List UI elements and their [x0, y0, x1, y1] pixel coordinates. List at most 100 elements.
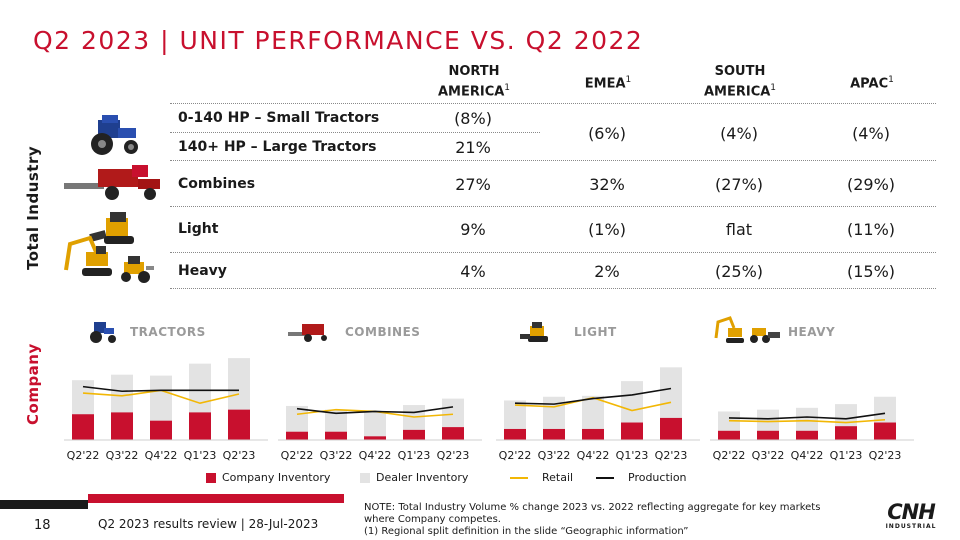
cell-tractors-sa: (4%): [720, 124, 758, 143]
legend-company-inventory: Company Inventory: [206, 471, 330, 484]
heavy-company-inventory-bar: [796, 430, 818, 440]
row-label-small-tractors: 0-140 HP – Small Tractors: [178, 110, 380, 126]
cnh-industrial-logo: CNH INDUSTRIAL: [885, 500, 937, 530]
tractors-company-inventory-bar: [150, 420, 172, 440]
legend-line-production: [596, 476, 614, 479]
row-label-combines: Combines: [178, 176, 256, 192]
cell-heavy-na: 4%: [460, 262, 486, 281]
cell-heavy-apac: (15%): [846, 262, 896, 281]
col-header-north-america: NORTH AMERICA1: [437, 64, 511, 100]
row-divider: [170, 252, 936, 253]
tractors-company-inventory-bar: [189, 412, 211, 440]
tractors-company-inventory-bar: [72, 414, 94, 440]
tractor-small-icon: [90, 322, 116, 343]
col-header-south-america: SOUTH AMERICA1: [703, 64, 777, 100]
legend-line-retail: [510, 476, 528, 479]
col-header-apac: APAC1: [850, 75, 894, 92]
light-company-inventory-bar: [621, 422, 643, 440]
chart-combines: Q2'22 Q3'22 Q4'22 Q1'23 Q2'23: [278, 398, 482, 462]
heavy-company-inventory-bar: [835, 426, 857, 440]
light-dealer-inventory-bar: [582, 395, 604, 440]
heavy-x-tick-label: Q3'22: [752, 449, 785, 462]
chart-title-tractors: TRACTORS: [130, 325, 206, 339]
cell-small-tractors-na: (8%): [454, 109, 492, 128]
cell-combines-apac: (29%): [846, 175, 896, 194]
side-label-company: Company: [24, 343, 42, 425]
tractor-icon: [91, 115, 138, 155]
heavy-company-inventory-bar: [718, 430, 740, 440]
chart-title-heavy: HEAVY: [788, 325, 836, 339]
tractors-x-tick-label: Q3'22: [106, 449, 139, 462]
chart-title-combines: COMBINES: [345, 325, 421, 339]
heavy-equipment-small-icon: [714, 316, 780, 343]
heavy-retail-line: [728, 418, 886, 424]
footnote: NOTE: Total Industry Volume % change 202…: [364, 502, 854, 538]
side-label-total-industry: Total Industry: [24, 145, 42, 270]
row-divider: [170, 206, 936, 207]
cell-tractors-apac: (4%): [852, 124, 890, 143]
combine-small-icon: [288, 324, 327, 342]
footer-accent-bar-black: [0, 500, 88, 509]
combines-x-tick-label: Q2'23: [437, 449, 470, 462]
light-x-tick-label: Q2'23: [655, 449, 688, 462]
cell-combines-na: 27%: [455, 175, 491, 194]
row-divider: [170, 288, 936, 289]
tractors-company-inventory-bar: [111, 412, 133, 440]
heavy-x-tick-label: Q2'23: [869, 449, 902, 462]
tractors-x-tick-label: Q2'23: [223, 449, 256, 462]
combines-production-line: [296, 406, 454, 415]
light-x-tick-label: Q4'22: [577, 449, 610, 462]
legend-dealer-inventory: Dealer Inventory: [360, 471, 468, 484]
light-company-inventory-bar: [660, 417, 682, 440]
footnote-line-2: (1) Regional split definition in the sli…: [364, 526, 689, 537]
light-retail-line: [514, 396, 672, 412]
combines-dealer-inventory-bar: [286, 405, 308, 440]
skid-steer-small-icon: [520, 322, 548, 342]
row-divider: [170, 160, 936, 161]
light-company-inventory-bar: [504, 428, 526, 440]
cell-combines-sa: (27%): [714, 175, 764, 194]
cell-large-tractors-na: 21%: [455, 138, 491, 157]
combines-company-inventory-bar: [325, 431, 347, 440]
combines-company-inventory-bar: [286, 431, 308, 440]
page-title: Q2 2023 | UNIT PERFORMANCE VS. Q2 2022: [33, 26, 644, 55]
chart-light: Q2'22 Q3'22 Q4'22 Q1'23 Q2'23: [496, 367, 700, 462]
heavy-production-line: [728, 412, 886, 420]
skid-steer-loader-icon: [89, 212, 134, 244]
legend-swatch-company-inventory: [206, 472, 216, 483]
combines-x-tick-label: Q4'22: [359, 449, 392, 462]
light-x-tick-label: Q1'23: [616, 449, 649, 462]
cell-light-emea: (1%): [588, 220, 626, 239]
excavator-icon: [64, 235, 112, 276]
heavy-x-tick-label: Q2'22: [713, 449, 746, 462]
cell-light-apac: (11%): [846, 220, 896, 239]
tractors-production-line: [82, 385, 239, 393]
combines-x-tick-label: Q3'22: [320, 449, 353, 462]
heavy-x-tick-label: Q1'23: [830, 449, 863, 462]
combines-company-inventory-bar: [364, 436, 386, 440]
chart-title-light: LIGHT: [574, 325, 617, 339]
footnote-line-1: NOTE: Total Industry Volume % change 202…: [364, 502, 821, 525]
chart-heavy: Q2'22 Q3'22 Q4'22 Q1'23 Q2'23: [710, 396, 914, 462]
light-company-inventory-bar: [543, 428, 565, 440]
legend-swatch-dealer-inventory: [360, 472, 370, 483]
chart-tractors: Q2'22 Q3'22 Q4'22 Q1'23 Q2'23: [64, 358, 268, 462]
heavy-company-inventory-bar: [757, 430, 779, 440]
cell-tractors-emea: (6%): [588, 124, 626, 143]
light-production-line: [514, 387, 672, 405]
legend-production: Production: [596, 471, 687, 484]
cell-light-na: 9%: [460, 220, 486, 239]
row-label-large-tractors: 140+ HP – Large Tractors: [178, 139, 377, 155]
cell-light-sa: flat: [725, 220, 753, 239]
row-divider: [170, 103, 936, 104]
heavy-x-tick-label: Q4'22: [791, 449, 824, 462]
tractors-x-tick-label: Q2'22: [67, 449, 100, 462]
col-header-emea: EMEA1: [584, 75, 632, 92]
cell-combines-emea: 32%: [589, 175, 625, 194]
combines-company-inventory-bar: [403, 429, 425, 440]
row-divider: [170, 132, 540, 133]
page-number: 18: [34, 518, 51, 533]
legend-label-retail: Retail: [542, 471, 574, 484]
legend-label-dealer-inventory: Dealer Inventory: [376, 471, 469, 484]
legend-label-company-inventory: Company Inventory: [222, 471, 331, 484]
